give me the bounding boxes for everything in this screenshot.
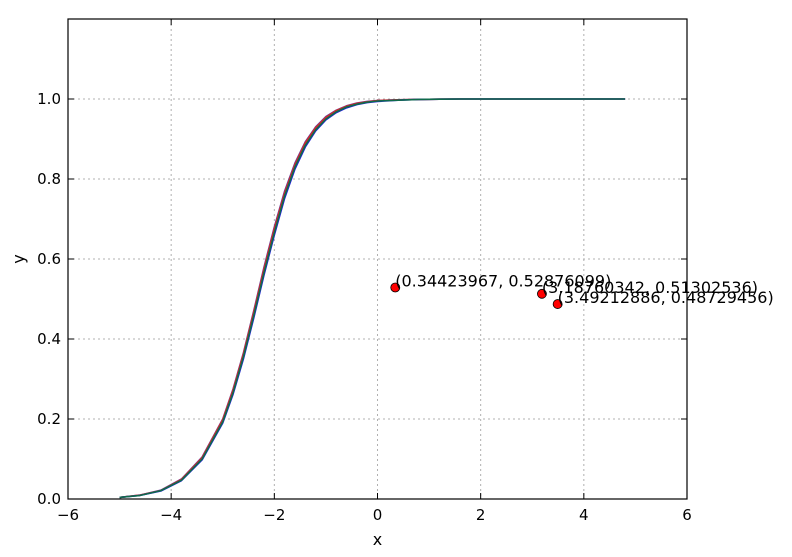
x-tick-label: 6 <box>682 506 692 524</box>
x-tick-label: 0 <box>373 506 383 524</box>
point-annotation-1: (0.34423967, 0.52876099) <box>395 271 611 290</box>
y-tick-label: 0.2 <box>37 410 61 428</box>
series-lines <box>119 98 626 499</box>
x-tick-label: −6 <box>57 506 79 524</box>
axis-ticks: −6 −4 −2 0 2 4 6 0.0 0.2 0.4 0.6 0.8 1.0 <box>37 19 692 524</box>
y-axis-label: y <box>9 254 28 263</box>
y-tick-label: 0.8 <box>37 170 61 188</box>
x-tick-label: 4 <box>579 506 589 524</box>
y-tick-label: 0.4 <box>37 330 61 348</box>
x-axis-label: x <box>373 530 382 549</box>
annotated-points: (0.34423967, 0.52876099)(3.18760342, 0.5… <box>390 271 774 309</box>
x-tick-label: −2 <box>263 506 285 524</box>
x-tick-label: 2 <box>476 506 486 524</box>
data-point-3 <box>552 299 563 309</box>
data-point-2 <box>537 288 547 299</box>
data-point-1 <box>390 282 401 293</box>
point-annotation-2: (3.18760342, 0.51302536) <box>542 278 758 297</box>
y-tick-label: 0.0 <box>37 490 61 508</box>
series-line-4 <box>119 98 626 499</box>
y-tick-label: 0.6 <box>37 250 61 268</box>
point-annotation-3: (3.49212886, 0.48729456) <box>558 288 774 307</box>
x-tick-label: −4 <box>160 506 182 524</box>
y-tick-label: 1.0 <box>37 90 61 108</box>
